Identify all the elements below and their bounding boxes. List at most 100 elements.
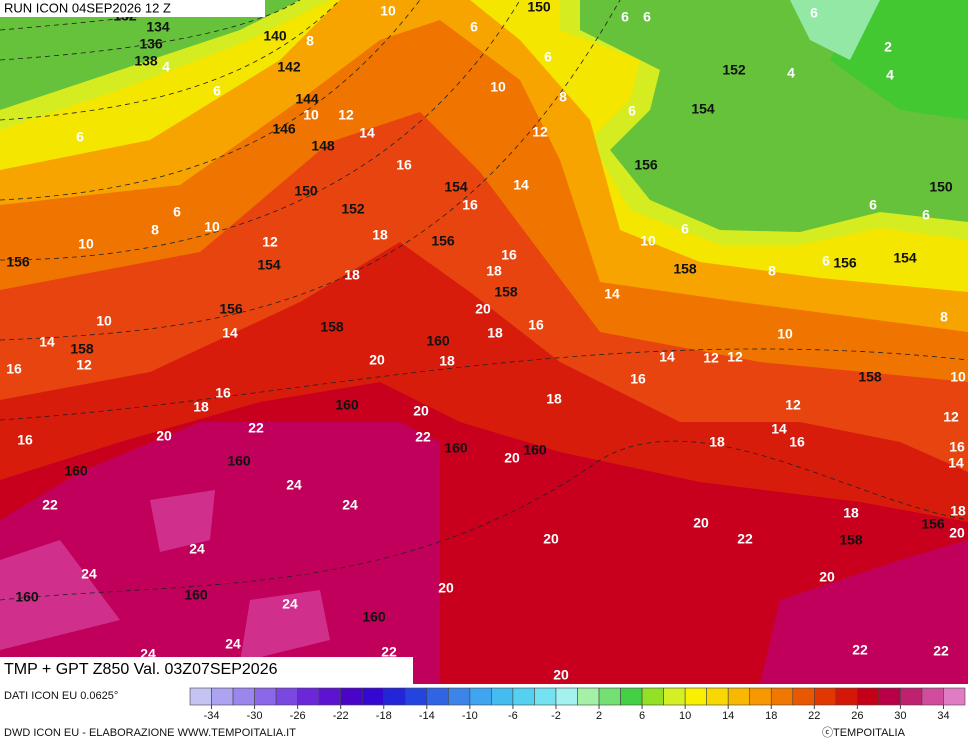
- isotherm-label: 6: [628, 103, 636, 119]
- colorbar-tick-label: 18: [765, 710, 777, 722]
- isotherm-label: 22: [381, 644, 397, 660]
- colorbar-swatch: [340, 687, 363, 706]
- colorbar-swatch: [232, 687, 255, 706]
- colorbar-swatch: [275, 687, 298, 706]
- isotherm-label: 16: [462, 197, 478, 213]
- isotherm-label: 14: [39, 334, 55, 350]
- isohypse-label: 150: [527, 0, 551, 15]
- isohypse-label: 160: [444, 440, 468, 456]
- isohypse-label: 160: [523, 442, 547, 458]
- isohypse-label: 160: [426, 333, 450, 349]
- colorbar-swatch: [555, 687, 578, 706]
- isotherm-label: 12: [703, 350, 719, 366]
- isohypse-label: 158: [494, 284, 518, 300]
- isohypse-label: 156: [833, 255, 857, 271]
- isotherm-label: 24: [286, 477, 302, 493]
- colorbar-swatch: [921, 687, 944, 706]
- colorbar-swatch: [361, 687, 385, 706]
- isotherm-label: 6: [470, 19, 478, 35]
- colorbar-swatch: [943, 687, 966, 706]
- source: DATI ICON EU 0.0625°: [4, 690, 118, 702]
- colorbar-swatch: [878, 687, 901, 706]
- isohypse-label: 152: [722, 62, 746, 78]
- isotherm-label: 18: [950, 503, 966, 519]
- isotherm-label: 24: [225, 636, 241, 652]
- isotherm-label: 16: [789, 434, 805, 450]
- isohypse-label: 156: [921, 516, 945, 532]
- isotherm-label: 18: [439, 353, 455, 369]
- isotherm-label: 14: [222, 325, 238, 341]
- colorbar-swatch: [641, 687, 664, 706]
- colorbar-swatch: [297, 687, 320, 706]
- isotherm-label: 10: [777, 326, 793, 342]
- isotherm-label: 18: [487, 325, 503, 341]
- colorbar-tick-label: 30: [894, 710, 906, 722]
- isotherm-label: 12: [338, 107, 354, 123]
- isohypse-label: 160: [227, 453, 251, 469]
- colorbar-swatch: [749, 687, 772, 706]
- isotherm-label: 20: [543, 531, 559, 547]
- isotherm-label: 10: [303, 107, 319, 123]
- isohypse-label: 156: [6, 254, 30, 270]
- colorbar-tick-label: -2: [551, 710, 561, 722]
- isohypse-label: 136: [139, 36, 163, 52]
- colorbar-tick-label: -10: [462, 710, 478, 722]
- isotherm-label: 12: [532, 124, 548, 140]
- isohypse-label: 156: [634, 157, 658, 173]
- isotherm-label: 16: [949, 439, 965, 455]
- colorbar-swatch: [404, 687, 428, 706]
- isotherm-label: 6: [213, 83, 221, 99]
- colorbar-swatch: [835, 687, 858, 706]
- run-title: RUN ICON 04SEP2026 12 Z: [4, 0, 171, 15]
- colorbar-swatch: [770, 687, 794, 706]
- isohypse-label: 158: [673, 261, 697, 277]
- colorbar-swatch: [577, 687, 600, 706]
- colorbar-tick-label: -22: [333, 710, 349, 722]
- isohypse-label: 154: [691, 101, 715, 117]
- isohypse-label: 160: [64, 463, 88, 479]
- isohypse-label: 160: [184, 587, 208, 603]
- isohypse-label: 152: [341, 201, 365, 217]
- colorbar-tick-label: 22: [808, 710, 820, 722]
- isohypse-label: 142: [277, 59, 301, 75]
- isotherm-label: 20: [949, 525, 965, 541]
- isotherm-label: 18: [193, 399, 209, 415]
- isotherm-label: 24: [81, 566, 97, 582]
- isotherm-label: 14: [513, 177, 529, 193]
- colorbar-swatch: [189, 687, 212, 706]
- colorbar-swatch: [491, 687, 514, 706]
- isotherm-label: 20: [819, 569, 835, 585]
- colorbar-swatch: [814, 687, 837, 706]
- isotherm-label: 6: [621, 9, 629, 25]
- colorbar: -34 -30 -26 -22 -18 -14 -10 -6 -2 2 6 10 14 18 22 26 30 3…: [189, 687, 966, 722]
- colorbar-tick-label: -34: [204, 710, 220, 722]
- colorbar-tick-label: -26: [290, 710, 306, 722]
- colorbar-tick-label: 14: [722, 710, 734, 722]
- isohypse-label: 158: [320, 319, 344, 335]
- isotherm-label: 16: [6, 361, 22, 377]
- isohypse-label: 160: [335, 397, 359, 413]
- isohypse-label: 156: [219, 301, 243, 317]
- colorbar-swatch: [684, 687, 707, 706]
- isohypse-label: 160: [15, 589, 39, 605]
- colorbar-swatch: [211, 687, 234, 706]
- isotherm-label: 20: [504, 450, 520, 466]
- credit: DWD ICON EU - ELABORAZIONE WWW.TEMPOITAL…: [4, 727, 296, 739]
- isotherm-label: 12: [76, 357, 92, 373]
- isohypse-label: 160: [362, 609, 386, 625]
- isotherm-label: 20: [475, 301, 491, 317]
- colorbar-tick-label: -6: [508, 710, 518, 722]
- isotherm-label: 6: [544, 49, 552, 65]
- isotherm-label: 18: [546, 391, 562, 407]
- colorbar-tick-label: 10: [679, 710, 691, 722]
- isohypse-label: 138: [134, 53, 158, 69]
- isotherm-label: 8: [151, 222, 159, 238]
- copyright: ⓒTEMPOITALIA: [822, 726, 906, 739]
- isohypse-label: 154: [444, 179, 468, 195]
- isotherm-label: 20: [553, 667, 569, 683]
- isotherm-label: 6: [643, 9, 651, 25]
- colorbar-tick-label: -30: [247, 710, 263, 722]
- isohypse-label: 144: [295, 91, 319, 107]
- isotherm-label: 18: [486, 263, 502, 279]
- isotherm-label: 18: [843, 505, 859, 521]
